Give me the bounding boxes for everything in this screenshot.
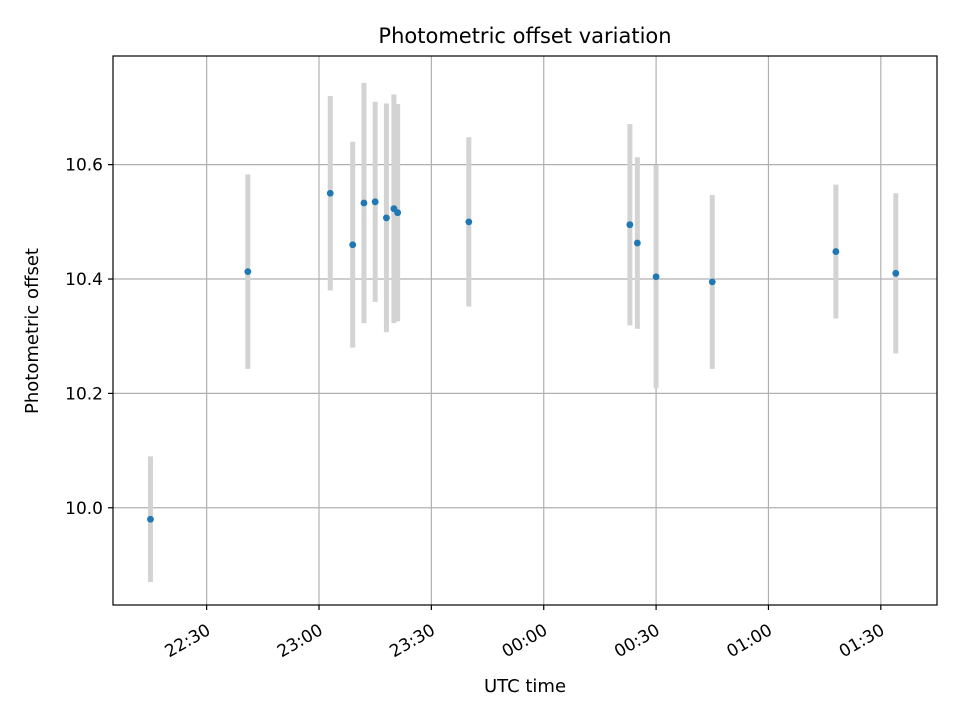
x-axis-label: UTC time (484, 676, 566, 697)
data-point (394, 209, 402, 217)
data-point (383, 214, 390, 222)
data-point (708, 278, 716, 286)
y-tick-label: 10.2 (65, 384, 103, 404)
data-point (360, 199, 368, 207)
chart-title: Photometric offset variation (378, 24, 671, 48)
data-point (633, 239, 641, 247)
y-axis-label: Photometric offset (22, 248, 43, 414)
data-point (326, 189, 334, 197)
y-tick-label: 10.0 (65, 499, 103, 519)
data-point (832, 248, 840, 255)
data-point (892, 269, 900, 277)
data-points (147, 189, 900, 523)
plot-frame (112, 55, 938, 606)
data-point (147, 515, 154, 523)
data-point (465, 218, 473, 226)
data-point (371, 198, 379, 206)
data-point (652, 273, 660, 281)
y-tick-label: 10.4 (65, 270, 103, 290)
data-point (244, 268, 252, 275)
y-axis-ticks: 10.0 10.2 10.4 10.6 (65, 156, 113, 519)
data-point (349, 241, 357, 249)
y-tick-label: 10.6 (65, 156, 103, 176)
data-point (626, 221, 634, 229)
